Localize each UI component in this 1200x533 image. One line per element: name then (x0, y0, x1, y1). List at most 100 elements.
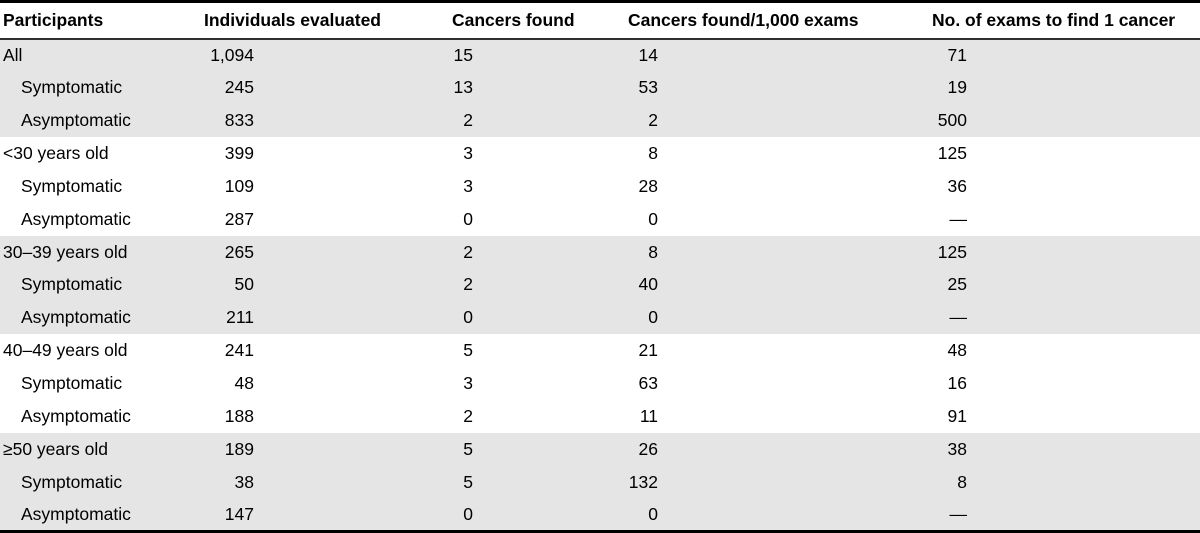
cell-exams-to-find-1-cancer: 91 (932, 400, 1200, 433)
cell-individuals-evaluated: 48 (204, 367, 452, 400)
table-row: Asymptomatic 188 2 11 91 (0, 399, 1200, 433)
column-header-cancers-found-per-1000-exams: Cancers found/1,000 exams (628, 1, 932, 40)
cell-cancers-found: 3 (452, 137, 628, 170)
cell-value: 2 (463, 274, 473, 295)
cell-value: 48 (234, 373, 254, 394)
row-label: Asymptomatic (21, 208, 131, 229)
cell-value: 5 (463, 340, 473, 361)
cell-individuals-evaluated: 265 (204, 236, 452, 269)
row-label: Asymptomatic (21, 503, 131, 524)
cell-value: 71 (947, 44, 967, 65)
table-header-row: Participants Individuals evaluated Cancers… (0, 1, 1200, 40)
cell-value: 0 (463, 208, 473, 229)
cell-value: 91 (947, 405, 967, 426)
cell-individuals-evaluated: 188 (204, 400, 452, 433)
row-label: All (3, 44, 23, 65)
cell-cancers-found-per-1000-exams: 2 (628, 104, 932, 137)
cell-cancers-found-per-1000-exams: 8 (628, 236, 932, 269)
cell-exams-to-find-1-cancer: 125 (932, 137, 1200, 170)
cell-exams-to-find-1-cancer: — (932, 301, 1200, 334)
cell-cancers-found: 0 (452, 499, 628, 532)
cell-value: 1,094 (210, 44, 254, 65)
cell-value: 0 (463, 307, 473, 328)
table-row: Symptomatic 48 3 63 16 (0, 367, 1200, 400)
cell-exams-to-find-1-cancer: 38 (932, 433, 1200, 466)
cell-value: 211 (226, 307, 254, 328)
cell-value: 26 (638, 438, 658, 459)
cell-cancers-found-per-1000-exams: 8 (628, 137, 932, 170)
cell-cancers-found-per-1000-exams: 40 (628, 269, 932, 302)
cell-value: 125 (937, 241, 967, 262)
cell-value: 245 (224, 77, 254, 98)
cell-value: 15 (453, 44, 473, 65)
row-label: Symptomatic (21, 274, 123, 295)
cell-individuals-evaluated: 38 (204, 466, 452, 499)
table-row: Asymptomatic 211 0 0 — (0, 301, 1200, 335)
cell-value: — (949, 503, 968, 524)
table-header: Participants Individuals evaluated Cancers… (0, 1, 1200, 40)
column-header-exams-to-find-1-cancer: No. of exams to find 1 cancer (932, 1, 1200, 40)
column-header-participants: Participants (0, 1, 204, 40)
table-row: Symptomatic 245 13 53 19 (0, 71, 1200, 105)
cell-value: — (949, 307, 968, 328)
cell-value: 265 (224, 241, 254, 262)
row-label: Symptomatic (21, 175, 123, 196)
cell-exams-to-find-1-cancer: 48 (932, 334, 1200, 367)
cell-value: 0 (648, 208, 658, 229)
cell-value: 40 (638, 274, 658, 295)
column-header-cancers-found: Cancers found (452, 1, 628, 40)
cell-value: 48 (947, 340, 967, 361)
table-body: All 1,094 15 14 71 Symptomatic 245 13 53 19 Asympt… (0, 38, 1200, 532)
cell-value: 3 (463, 143, 473, 163)
cell-value: 25 (947, 274, 967, 295)
cell-cancers-found-per-1000-exams: 53 (628, 71, 932, 104)
cell-value: 833 (224, 110, 254, 131)
cell-cancers-found: 3 (452, 170, 628, 203)
cell-value: 0 (648, 503, 658, 524)
cell-cancers-found: 2 (452, 104, 628, 137)
cell-exams-to-find-1-cancer: 125 (932, 236, 1200, 269)
cell-individuals-evaluated: 211 (204, 301, 452, 334)
table-row: Symptomatic 38 5 132 8 (0, 465, 1200, 499)
cell-cancers-found-per-1000-exams: 28 (628, 170, 932, 203)
column-header-individuals-evaluated: Individuals evaluated (204, 1, 452, 40)
cell-value: — (949, 208, 968, 229)
cell-cancers-found-per-1000-exams: 21 (628, 334, 932, 367)
cell-cancers-found-per-1000-exams: 0 (628, 301, 932, 334)
cell-value: 13 (453, 77, 473, 98)
cell-value: 2 (463, 241, 473, 262)
row-label: Symptomatic (21, 373, 123, 394)
cell-cancers-found: 2 (452, 400, 628, 433)
cell-exams-to-find-1-cancer: 25 (932, 269, 1200, 302)
row-label: 30–39 years old (3, 241, 128, 262)
row-label: <30 years old (3, 143, 109, 163)
cell-value: 109 (224, 175, 254, 196)
cell-cancers-found-per-1000-exams: 0 (628, 203, 932, 236)
cell-individuals-evaluated: 833 (204, 104, 452, 137)
cell-exams-to-find-1-cancer: 500 (932, 104, 1200, 137)
row-label: Symptomatic (21, 471, 123, 492)
cell-individuals-evaluated: 1,094 (204, 39, 452, 72)
cell-cancers-found-per-1000-exams: 63 (628, 367, 932, 400)
table-row: Asymptomatic 833 2 2 500 (0, 104, 1200, 138)
cell-value: 287 (224, 208, 254, 229)
cell-value: 2 (648, 110, 658, 131)
cell-value: 38 (234, 471, 254, 492)
cell-value: 3 (463, 373, 473, 394)
cell-exams-to-find-1-cancer: — (932, 203, 1200, 236)
cell-value: 147 (224, 503, 254, 524)
cell-cancers-found: 0 (452, 203, 628, 236)
cell-value: 38 (947, 438, 967, 459)
cell-value: 8 (957, 471, 967, 492)
cell-exams-to-find-1-cancer: — (932, 499, 1200, 532)
table-row: Symptomatic 109 3 28 36 (0, 169, 1200, 203)
cell-exams-to-find-1-cancer: 8 (932, 466, 1200, 499)
cell-value: 28 (638, 175, 658, 196)
row-label: 40–49 years old (3, 340, 128, 361)
table-row: Asymptomatic 287 0 0 — (0, 202, 1200, 236)
table-row: All 1,094 15 14 71 (0, 38, 1200, 72)
cell-cancers-found-per-1000-exams: 14 (628, 39, 932, 72)
cell-individuals-evaluated: 399 (204, 137, 452, 170)
cell-individuals-evaluated: 287 (204, 203, 452, 236)
table-row: <30 years old 399 3 8 125 (0, 137, 1200, 170)
